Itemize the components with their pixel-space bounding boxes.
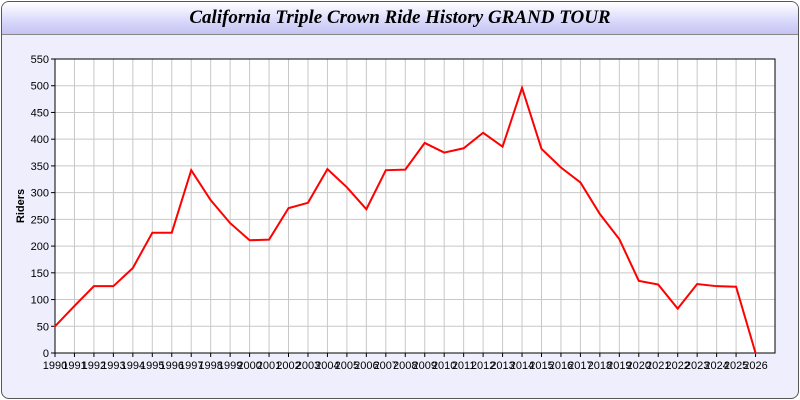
y-tick-label: 400 (31, 134, 49, 146)
x-tick-label: 1998 (198, 360, 222, 372)
x-tick-label: 1997 (179, 360, 203, 372)
data-point (365, 208, 368, 211)
data-point (423, 142, 426, 144)
x-tick-label: 2025 (724, 360, 748, 372)
x-tick-label: 2010 (432, 360, 456, 372)
data-point (229, 222, 231, 224)
data-point (112, 285, 115, 287)
data-point (579, 181, 582, 184)
data-point (637, 280, 640, 282)
x-tick-label: 2023 (685, 360, 709, 372)
data-point (754, 352, 757, 354)
data-point (482, 131, 484, 134)
data-point (735, 285, 737, 288)
data-point (326, 168, 329, 170)
data-point (170, 231, 173, 234)
x-tick-label: 1996 (160, 360, 184, 372)
x-tick-label: 2009 (412, 360, 436, 372)
y-tick-label: 500 (31, 81, 49, 93)
data-point (209, 199, 212, 201)
data-point (715, 285, 718, 287)
data-point (521, 87, 523, 89)
x-tick-label: 2008 (393, 360, 417, 372)
x-tick-label: 1992 (82, 360, 106, 372)
x-tick-label: 2024 (704, 360, 728, 372)
x-tick-label: 2013 (490, 360, 514, 372)
y-tick-label: 50 (37, 321, 49, 333)
data-point (385, 169, 387, 171)
x-tick-label: 2017 (568, 360, 592, 372)
x-tick-label: 2011 (452, 360, 476, 372)
x-tick-label: 2006 (354, 360, 378, 372)
data-point (540, 148, 543, 150)
data-point (151, 231, 154, 234)
data-point (501, 145, 504, 148)
x-tick-label: 1995 (140, 360, 164, 372)
x-tick-label: 1999 (218, 360, 242, 372)
data-point (54, 325, 56, 328)
data-point (248, 239, 251, 242)
data-point (696, 283, 698, 285)
y-tick-label: 550 (31, 54, 49, 66)
data-point (404, 168, 407, 171)
chart-title: California Triple Crown Ride History GRA… (189, 7, 611, 28)
x-tick-label: 2007 (374, 360, 398, 372)
x-tick-label: 2021 (646, 360, 670, 372)
x-tick-label: 2022 (665, 360, 689, 372)
plot-area (55, 59, 775, 353)
x-tick-label: 2002 (276, 360, 300, 372)
title-bar: California Triple Crown Ride History GRA… (2, 2, 798, 35)
y-tick-label: 300 (31, 188, 49, 200)
x-tick-label: 2012 (471, 360, 495, 372)
x-tick-label: 2018 (588, 360, 612, 372)
data-point (560, 166, 562, 169)
x-tick-label: 1994 (121, 360, 145, 372)
data-point (307, 201, 309, 204)
y-tick-label: 250 (31, 214, 49, 226)
data-point (657, 283, 660, 286)
y-axis-label: Riders (15, 189, 27, 223)
data-point (443, 151, 445, 154)
y-tick-label: 100 (31, 295, 49, 307)
data-point (190, 169, 193, 171)
x-tick-label: 2004 (315, 360, 339, 372)
x-tick-label: 2001 (257, 360, 281, 372)
x-tick-label: 2014 (510, 360, 534, 372)
x-tick-label: 2019 (607, 360, 631, 372)
data-point (132, 267, 134, 269)
y-tick-label: 200 (31, 241, 49, 253)
x-tick-label: 2000 (237, 360, 261, 372)
data-point (618, 238, 621, 240)
data-point (73, 305, 76, 307)
data-point (346, 186, 348, 189)
x-tick-label: 2020 (627, 360, 651, 372)
data-point (268, 238, 270, 241)
y-tick-label: 450 (31, 107, 49, 119)
y-tick-label: 0 (43, 348, 49, 360)
x-tick-label: 2005 (335, 360, 359, 372)
x-tick-label: 1993 (101, 360, 125, 372)
data-point (93, 285, 95, 287)
plot-border (54, 58, 776, 354)
x-tick-label: 1991 (62, 360, 86, 372)
x-tick-label: 1990 (43, 360, 67, 372)
data-point (287, 207, 290, 209)
x-tick-label: 2026 (743, 360, 767, 372)
x-tick-label: 2016 (549, 360, 573, 372)
data-point (462, 147, 465, 150)
y-tick-label: 150 (31, 268, 49, 280)
y-tick-label: 350 (31, 161, 49, 173)
data-point (676, 307, 679, 310)
x-tick-label: 2003 (296, 360, 320, 372)
data-point (599, 213, 601, 215)
x-tick-label: 2015 (529, 360, 553, 372)
